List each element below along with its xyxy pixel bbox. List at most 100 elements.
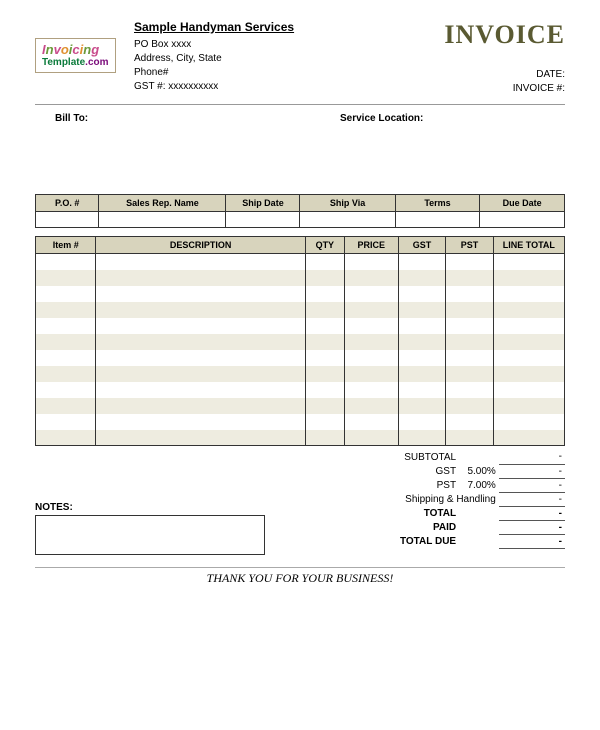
line-item-cell[interactable] [398,350,446,366]
line-item-cell[interactable] [398,398,446,414]
line-item-cell[interactable] [398,270,446,286]
line-item-cell[interactable] [36,270,96,286]
line-item-cell[interactable] [344,430,398,446]
line-item-cell[interactable] [344,270,398,286]
order-cell[interactable] [36,212,99,228]
order-cell[interactable] [480,212,565,228]
line-item-cell[interactable] [96,366,305,382]
order-cell[interactable] [300,212,395,228]
line-item-cell[interactable] [344,414,398,430]
order-cell[interactable] [99,212,226,228]
line-item-cell[interactable] [398,254,446,270]
line-item-cell[interactable] [344,334,398,350]
line-item-cell[interactable] [305,414,344,430]
line-item-cell[interactable] [96,398,305,414]
line-item-cell[interactable] [344,318,398,334]
line-item-cell[interactable] [493,414,564,430]
line-item-cell[interactable] [305,350,344,366]
line-item-cell[interactable] [398,302,446,318]
line-item-cell[interactable] [305,318,344,334]
line-item-cell[interactable] [305,366,344,382]
line-item-cell[interactable] [36,302,96,318]
line-item-cell[interactable] [446,398,494,414]
line-item-cell[interactable] [398,430,446,446]
items-header-cell: PRICE [344,237,398,254]
line-item-cell[interactable] [305,430,344,446]
line-item-cell[interactable] [446,254,494,270]
line-item-cell[interactable] [446,302,494,318]
line-item-cell[interactable] [493,398,564,414]
line-item-cell[interactable] [344,286,398,302]
line-item-cell[interactable] [398,366,446,382]
line-item-cell[interactable] [446,286,494,302]
line-item-cell[interactable] [344,366,398,382]
date-label: DATE: [425,68,565,82]
line-item-cell[interactable] [36,350,96,366]
line-item-cell[interactable] [446,334,494,350]
order-cell[interactable] [226,212,300,228]
line-item-cell[interactable] [446,350,494,366]
items-header-cell: GST [398,237,446,254]
line-item-cell[interactable] [36,318,96,334]
line-item-cell[interactable] [344,382,398,398]
line-item-cell[interactable] [493,430,564,446]
line-item-cell[interactable] [36,286,96,302]
line-item-cell[interactable] [446,270,494,286]
line-item-cell[interactable] [305,302,344,318]
line-item-cell[interactable] [398,334,446,350]
line-item-cell[interactable] [305,334,344,350]
line-item-cell[interactable] [446,366,494,382]
totals-value: - [499,492,565,506]
line-items-table: Item #DESCRIPTIONQTYPRICEGSTPSTLINE TOTA… [35,236,565,446]
totals-rate [459,450,499,464]
line-item-cell[interactable] [493,382,564,398]
notes-box[interactable] [35,515,265,555]
line-item-cell[interactable] [344,398,398,414]
line-item-cell[interactable] [96,270,305,286]
line-item-cell[interactable] [446,382,494,398]
line-item-cell[interactable] [493,318,564,334]
line-item-cell[interactable] [96,302,305,318]
line-item-cell[interactable] [344,350,398,366]
line-item-cell[interactable] [493,366,564,382]
line-item-cell[interactable] [493,350,564,366]
line-item-cell[interactable] [398,286,446,302]
line-item-cell[interactable] [493,334,564,350]
logo-word2a: Template [42,57,85,68]
line-item-cell[interactable] [305,254,344,270]
line-item-cell[interactable] [36,414,96,430]
line-item-cell[interactable] [96,334,305,350]
line-item-cell[interactable] [305,286,344,302]
line-item-cell[interactable] [344,254,398,270]
order-cell[interactable] [395,212,480,228]
line-item-cell[interactable] [305,398,344,414]
line-item-cell[interactable] [398,414,446,430]
line-item-cell[interactable] [96,286,305,302]
line-item-cell[interactable] [96,318,305,334]
line-item-cell[interactable] [36,366,96,382]
line-item-cell[interactable] [36,430,96,446]
line-item-cell[interactable] [36,382,96,398]
line-item-cell[interactable] [344,302,398,318]
line-item-cell[interactable] [493,302,564,318]
line-item-cell[interactable] [446,318,494,334]
line-item-cell[interactable] [96,430,305,446]
line-item-cell[interactable] [96,414,305,430]
line-item-cell[interactable] [36,398,96,414]
line-item-cell[interactable] [398,318,446,334]
line-item-cell[interactable] [305,270,344,286]
line-item-cell[interactable] [96,254,305,270]
line-item-cell[interactable] [493,254,564,270]
line-item-cell[interactable] [398,382,446,398]
line-item-cell[interactable] [446,430,494,446]
line-item-cell[interactable] [96,382,305,398]
line-item-cell[interactable] [96,350,305,366]
line-item-cell[interactable] [493,270,564,286]
line-item-cell[interactable] [305,382,344,398]
line-item-row [36,270,565,286]
line-item-cell[interactable] [36,254,96,270]
line-item-cell[interactable] [446,414,494,430]
line-item-cell[interactable] [36,334,96,350]
line-item-cell[interactable] [493,286,564,302]
notes-label: NOTES: [35,502,351,513]
